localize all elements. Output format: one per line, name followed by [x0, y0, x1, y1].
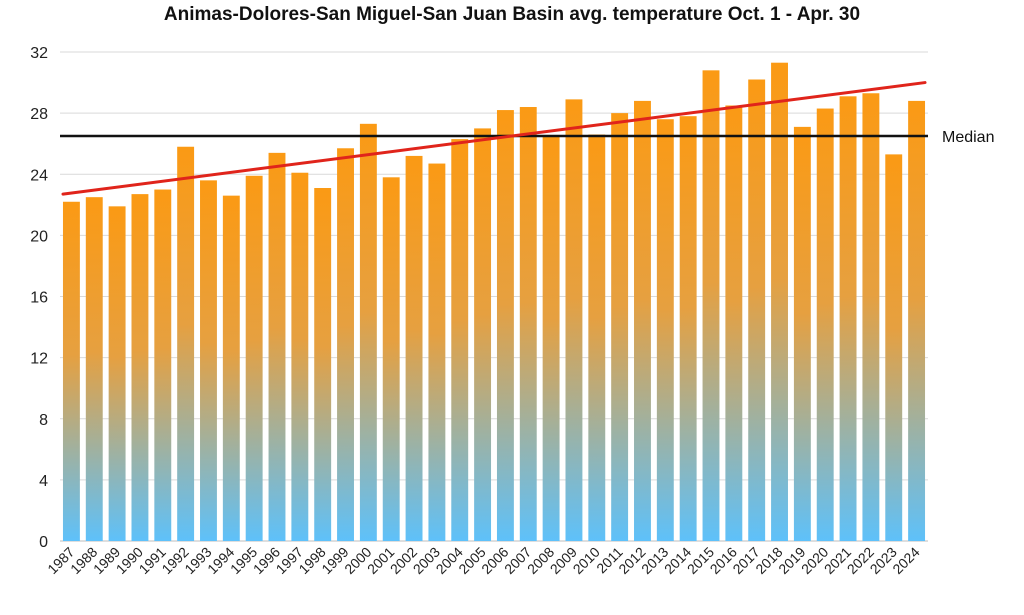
- bar-2023: [885, 154, 903, 541]
- y-tick-label: 8: [39, 412, 48, 429]
- bar-1992: [177, 146, 195, 541]
- bar-2004: [451, 139, 469, 541]
- bar-1998: [314, 188, 332, 542]
- bar-1995: [245, 175, 263, 541]
- bar-2012: [634, 100, 651, 542]
- bar-2001: [382, 177, 400, 541]
- bar-2011: [611, 113, 629, 541]
- bar-1990: [131, 194, 149, 541]
- trend-line: [61, 81, 927, 196]
- bar-1987: [62, 201, 80, 541]
- bar-2018: [771, 62, 788, 542]
- bar-2022: [862, 93, 880, 542]
- y-tick-label: 4: [39, 473, 48, 490]
- x-tick-label: 2024: [889, 544, 922, 577]
- y-tick-label: 32: [30, 45, 48, 62]
- y-tick-label: 24: [30, 167, 48, 184]
- bar-2007: [519, 107, 537, 541]
- bar-1993: [200, 180, 217, 542]
- y-tick-label: 28: [30, 106, 48, 123]
- y-tick-label: 20: [30, 228, 48, 245]
- bar-1988: [85, 197, 103, 541]
- x-tick-labels: 1987198819891990199119921993199419951996…: [44, 544, 923, 577]
- bar-2017: [748, 79, 766, 541]
- bar-2010: [588, 134, 606, 542]
- bar-2008: [542, 136, 560, 541]
- y-tick-label: 0: [39, 534, 48, 551]
- bar-2015: [702, 70, 720, 542]
- bar-1997: [291, 172, 309, 542]
- bar-2000: [359, 123, 377, 542]
- median-label: Median: [942, 129, 994, 146]
- bar-2009: [565, 99, 583, 541]
- chart-title: Animas-Dolores-San Miguel-San Juan Basin…: [163, 4, 861, 25]
- bar-1999: [337, 148, 354, 541]
- bar-2019: [793, 126, 811, 542]
- bars: [62, 62, 926, 542]
- bar-1989: [108, 206, 126, 541]
- bar-1991: [154, 189, 172, 541]
- bar-2013: [656, 119, 674, 542]
- y-tick-label: 16: [30, 290, 48, 307]
- bar-2024: [908, 100, 926, 542]
- bar-1994: [222, 195, 240, 542]
- y-tick-label: 12: [30, 351, 48, 368]
- bar-2006: [496, 110, 514, 541]
- bar-2002: [405, 155, 423, 541]
- y-tick-labels: 0 4 8 12 16 20 24 28 32: [30, 45, 48, 551]
- bar-2016: [725, 105, 743, 541]
- bar-2020: [816, 108, 834, 542]
- bar-2005: [474, 128, 492, 541]
- bar-1996: [268, 152, 286, 541]
- bar-2014: [679, 116, 697, 542]
- bar-2021: [839, 96, 857, 542]
- reference-lines: Median: [60, 81, 994, 196]
- bar-2003: [428, 163, 446, 541]
